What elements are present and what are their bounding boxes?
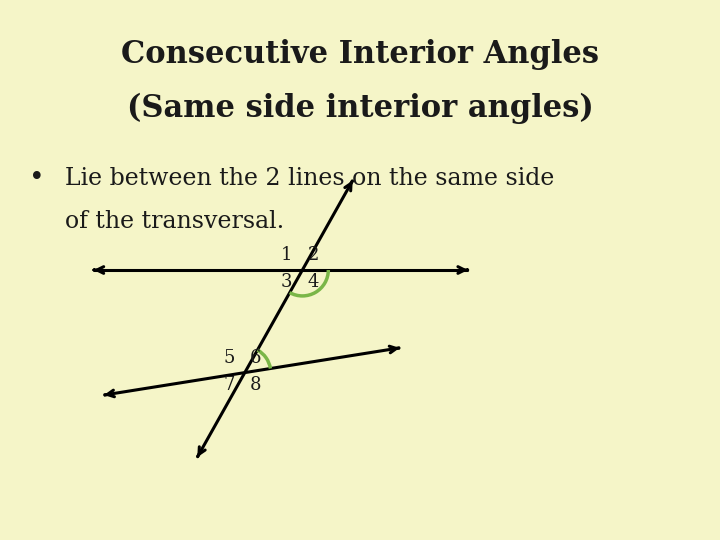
Text: 8: 8 (250, 375, 261, 394)
Text: (Same side interior angles): (Same side interior angles) (127, 92, 593, 124)
Text: Consecutive Interior Angles: Consecutive Interior Angles (121, 38, 599, 70)
Text: 4: 4 (307, 273, 319, 291)
Text: •: • (29, 165, 45, 191)
Text: 1: 1 (281, 246, 292, 264)
Text: 5: 5 (223, 349, 235, 367)
Text: Lie between the 2 lines on the same side: Lie between the 2 lines on the same side (65, 167, 554, 190)
Text: 7: 7 (223, 375, 235, 394)
Text: 3: 3 (281, 273, 292, 291)
Text: of the transversal.: of the transversal. (65, 210, 284, 233)
Text: 6: 6 (250, 349, 261, 367)
Text: 2: 2 (307, 246, 319, 264)
